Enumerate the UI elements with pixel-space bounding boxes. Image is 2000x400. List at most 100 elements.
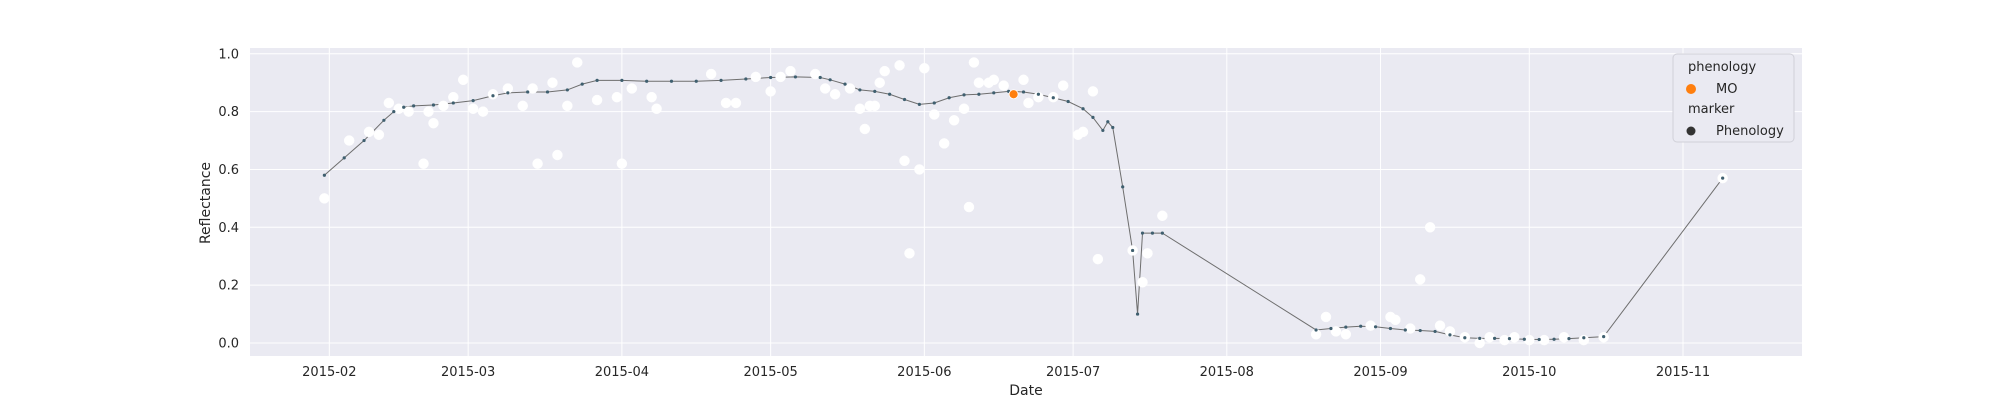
- observation-point: [383, 97, 395, 109]
- smoothed-point: [818, 75, 822, 80]
- observation-point: [958, 103, 970, 114]
- observation-point: [616, 158, 628, 169]
- observation-point: [517, 100, 528, 112]
- smoothed-point: [1418, 328, 1422, 333]
- smoothed-point: [1448, 333, 1452, 337]
- smoothed-point: [1101, 128, 1105, 133]
- y-tick-label: 0.2: [218, 279, 239, 294]
- smoothed-point: [828, 78, 832, 82]
- smoothed-point: [1522, 337, 1526, 341]
- y-tick-label: 0.6: [218, 163, 239, 178]
- observation-point: [904, 248, 915, 259]
- legend-marker-title: marker: [1688, 102, 1735, 117]
- observation-point: [477, 106, 489, 117]
- observation-point: [844, 83, 856, 94]
- observation-point: [527, 83, 538, 94]
- x-tick-label: 2015-07: [1046, 365, 1100, 380]
- smoothed-point: [402, 105, 406, 109]
- observation-point: [611, 91, 623, 103]
- observation-point: [1499, 334, 1510, 346]
- observation-point: [859, 123, 871, 135]
- smoothed-point: [506, 91, 510, 95]
- smoothed-point: [1373, 325, 1378, 329]
- smoothed-point: [1051, 96, 1055, 100]
- observation-point: [562, 100, 573, 112]
- observation-point: [1142, 248, 1153, 259]
- observation-point: [810, 68, 821, 80]
- smoothed-point: [962, 93, 966, 97]
- observation-point: [626, 83, 638, 94]
- observation-point: [373, 129, 385, 141]
- observation-points: [319, 57, 1728, 349]
- observation-point: [591, 94, 603, 106]
- smoothed-point: [947, 96, 951, 100]
- y-tick-label: 0.4: [218, 221, 239, 236]
- y-axis-title: Reflectance: [198, 162, 214, 244]
- observation-point: [1414, 274, 1426, 285]
- smoothed-point: [1433, 329, 1437, 334]
- observation-point: [1330, 326, 1342, 337]
- observation-point: [418, 158, 429, 169]
- observation-point: [428, 117, 439, 129]
- observation-point: [1365, 320, 1376, 331]
- observation-point: [319, 193, 330, 204]
- legend: phenology MO marker Phenology: [1672, 53, 1795, 143]
- legend-hue-label: MO: [1716, 82, 1737, 97]
- smoothed-point: [565, 88, 569, 92]
- smoothed-point: [977, 92, 981, 96]
- smoothed-point: [793, 75, 798, 79]
- y-tick-label: 0.8: [218, 105, 239, 120]
- observation-point: [819, 83, 831, 94]
- smoothed-point: [1150, 231, 1155, 235]
- observation-point: [765, 86, 776, 97]
- plot-background: [250, 48, 1802, 356]
- observation-point: [854, 103, 866, 114]
- smoothed-point: [858, 88, 862, 92]
- observation-point: [750, 71, 762, 83]
- smoothed-point: [526, 90, 530, 94]
- smoothed-point: [1507, 337, 1512, 341]
- observation-point: [1023, 97, 1034, 109]
- observation-point: [438, 100, 449, 112]
- phenology-points: [1008, 89, 1019, 100]
- x-tick-label: 2015-04: [595, 365, 649, 380]
- smoothed-point: [545, 90, 550, 94]
- smoothed-point: [843, 82, 847, 86]
- smoothed-point: [888, 92, 892, 96]
- observation-point: [1424, 222, 1436, 233]
- smoothed-point: [992, 91, 996, 95]
- smoothed-point: [1021, 90, 1026, 94]
- observation-point: [448, 91, 459, 103]
- smoothed-points: [322, 75, 1725, 342]
- observation-point: [973, 77, 985, 88]
- x-tick-label: 2015-08: [1200, 365, 1254, 380]
- smoothed-point: [1140, 231, 1145, 235]
- observation-point: [1092, 253, 1104, 265]
- smoothed-point: [392, 110, 396, 114]
- smoothed-point: [1582, 336, 1586, 340]
- observation-point: [938, 138, 950, 149]
- smoothed-point: [491, 94, 495, 98]
- smoothed-point: [1081, 107, 1085, 111]
- observation-point: [1033, 91, 1044, 103]
- smoothed-point: [1721, 176, 1725, 180]
- observation-point: [869, 100, 881, 112]
- smoothed-point: [595, 78, 599, 82]
- x-tick-label: 2015-05: [743, 365, 797, 380]
- observation-point: [403, 106, 414, 117]
- smoothed-point: [932, 101, 936, 105]
- observation-point: [1484, 331, 1495, 343]
- smoothed-point: [431, 103, 436, 107]
- smoothed-point: [580, 82, 584, 86]
- smoothed-point: [1344, 325, 1348, 329]
- smoothed-point: [719, 78, 723, 82]
- observation-point: [646, 91, 657, 103]
- smoothed-point: [620, 78, 624, 82]
- observation-point: [899, 155, 910, 167]
- observation-point: [929, 109, 940, 120]
- observation-point: [1077, 126, 1089, 138]
- smoothed-point: [1359, 324, 1363, 328]
- smoothed-point: [645, 79, 649, 83]
- smoothed-point: [1111, 125, 1115, 130]
- observation-point: [547, 77, 558, 88]
